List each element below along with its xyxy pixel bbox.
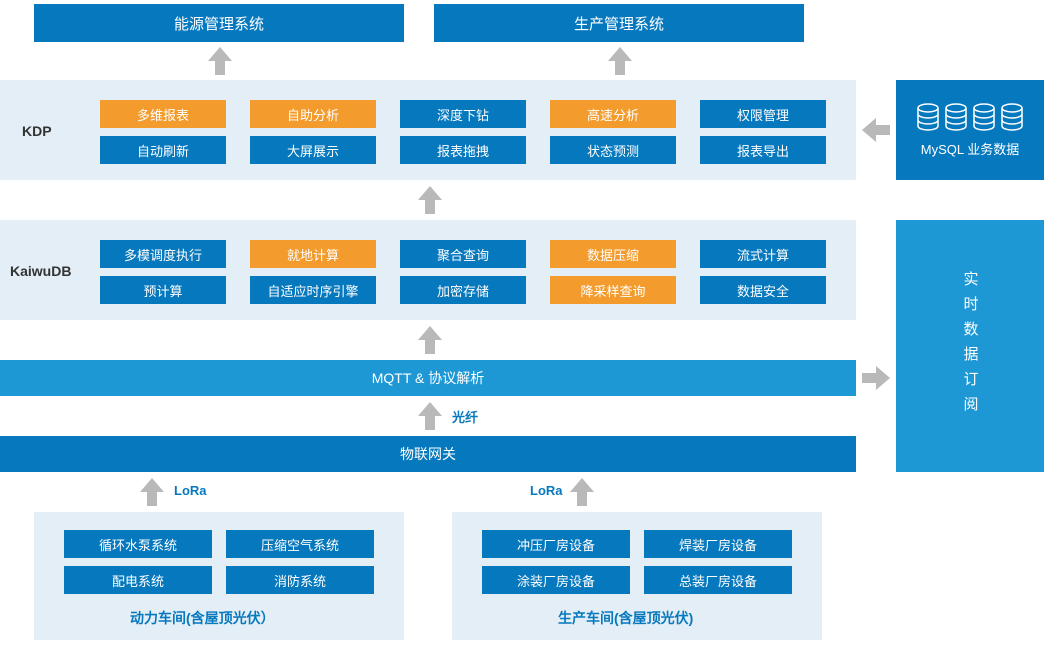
lora-label: LoRa [530, 483, 563, 498]
kaiwudb-label: KaiwuDB [10, 263, 71, 279]
arrow-right-icon [862, 366, 890, 395]
workshop-left-item: 循环水泵系统 [64, 530, 212, 558]
arrow-up-icon [418, 402, 442, 435]
arrow-up-icon [418, 186, 442, 219]
kdp-tag: 高速分析 [550, 100, 676, 128]
realtime-subscription-label: 实时数据订阅 [960, 271, 981, 421]
kaiwudb-tag: 数据压缩 [550, 240, 676, 268]
mqtt-bar: MQTT & 协议解析 [0, 360, 856, 396]
kdp-panel [0, 80, 856, 180]
arrow-left-icon [862, 118, 890, 147]
kaiwudb-panel [0, 220, 856, 320]
kdp-tag: 深度下钻 [400, 100, 526, 128]
workshop-left-title: 动力车间(含屋顶光伏） [130, 608, 275, 628]
kdp-tag: 大屏展示 [250, 136, 376, 164]
workshop-right-item: 焊装厂房设备 [644, 530, 792, 558]
realtime-subscription-box: 实时数据订阅 [896, 220, 1044, 472]
kaiwudb-tag: 聚合查询 [400, 240, 526, 268]
mysql-label: MySQL 业务数据 [921, 139, 1019, 158]
kdp-tag: 状态预测 [550, 136, 676, 164]
lora-label: LoRa [174, 483, 207, 498]
kdp-tag: 多维报表 [100, 100, 226, 128]
kdp-tag: 报表拖拽 [400, 136, 526, 164]
kdp-tag: 报表导出 [700, 136, 826, 164]
workshop-right-item: 总装厂房设备 [644, 566, 792, 594]
kaiwudb-tag: 数据安全 [700, 276, 826, 304]
arrow-up-icon [418, 326, 442, 359]
workshop-left-item: 配电系统 [64, 566, 212, 594]
workshop-right-item: 涂装厂房设备 [482, 566, 630, 594]
workshop-left-item: 压缩空气系统 [226, 530, 374, 558]
kaiwudb-tag: 流式计算 [700, 240, 826, 268]
workshop-right-title: 生产车间(含屋顶光伏) [558, 608, 693, 628]
arrow-up-icon [570, 478, 594, 511]
database-icon [973, 103, 995, 131]
kdp-tag: 自助分析 [250, 100, 376, 128]
kaiwudb-tag: 预计算 [100, 276, 226, 304]
kdp-tag: 自动刷新 [100, 136, 226, 164]
top-system-right: 生产管理系统 [434, 4, 804, 42]
kaiwudb-tag: 多模调度执行 [100, 240, 226, 268]
arrow-up-icon [140, 478, 164, 511]
kaiwudb-tag: 自适应时序引擎 [250, 276, 376, 304]
workshop-right-item: 冲压厂房设备 [482, 530, 630, 558]
arrow-up-icon [608, 47, 632, 80]
kaiwudb-tag: 加密存储 [400, 276, 526, 304]
gateway-bar: 物联网关 [0, 436, 856, 472]
database-icon [917, 103, 939, 131]
database-icons [917, 103, 1023, 131]
mysql-box: MySQL 业务数据 [896, 80, 1044, 180]
arrow-up-icon [208, 47, 232, 80]
top-system-left: 能源管理系统 [34, 4, 404, 42]
fiber-label: 光纤 [452, 407, 478, 426]
kdp-label: KDP [22, 123, 52, 139]
database-icon [1001, 103, 1023, 131]
kdp-tag: 权限管理 [700, 100, 826, 128]
kaiwudb-tag: 降采样查询 [550, 276, 676, 304]
database-icon [945, 103, 967, 131]
workshop-left-item: 消防系统 [226, 566, 374, 594]
kaiwudb-tag: 就地计算 [250, 240, 376, 268]
